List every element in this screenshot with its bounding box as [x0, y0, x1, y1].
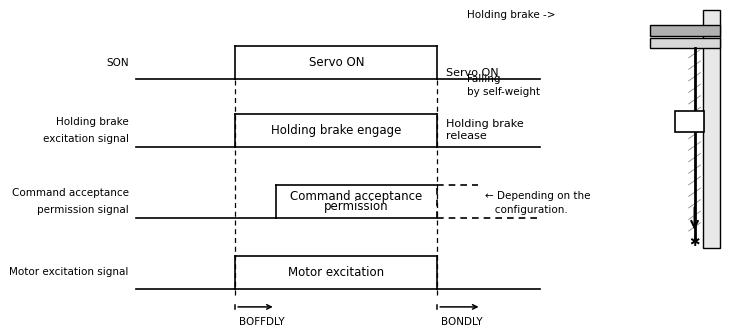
Text: Motor excitation: Motor excitation	[288, 266, 384, 279]
Bar	[675, 111, 704, 132]
Text: BOFFDLY: BOFFDLY	[239, 317, 284, 327]
Text: SON: SON	[106, 58, 129, 68]
Text: Holding brake engage: Holding brake engage	[271, 124, 401, 137]
Text: Command acceptance: Command acceptance	[290, 190, 423, 203]
Text: Holding brake: Holding brake	[56, 117, 129, 127]
Text: Holding brake: Holding brake	[446, 119, 524, 129]
Text: configuration.: configuration.	[485, 205, 568, 214]
Text: BONDLY: BONDLY	[441, 317, 483, 327]
Text: Holding brake ->: Holding brake ->	[467, 10, 555, 20]
Text: Servo ON: Servo ON	[446, 68, 499, 78]
Text: ← Depending on the: ← Depending on the	[485, 191, 591, 201]
Bar	[703, 10, 720, 248]
Text: Motor excitation signal: Motor excitation signal	[10, 267, 129, 277]
Text: permission: permission	[324, 200, 389, 213]
Bar	[650, 25, 720, 36]
Bar	[650, 38, 720, 48]
Text: release: release	[446, 131, 487, 141]
Text: excitation signal: excitation signal	[43, 134, 129, 144]
Text: Falling
by self-weight: Falling by self-weight	[467, 74, 539, 97]
Text: ✱: ✱	[689, 236, 700, 249]
Text: Servo ON: Servo ON	[309, 56, 364, 69]
Text: Command acceptance: Command acceptance	[12, 188, 129, 198]
Text: permission signal: permission signal	[37, 205, 129, 214]
